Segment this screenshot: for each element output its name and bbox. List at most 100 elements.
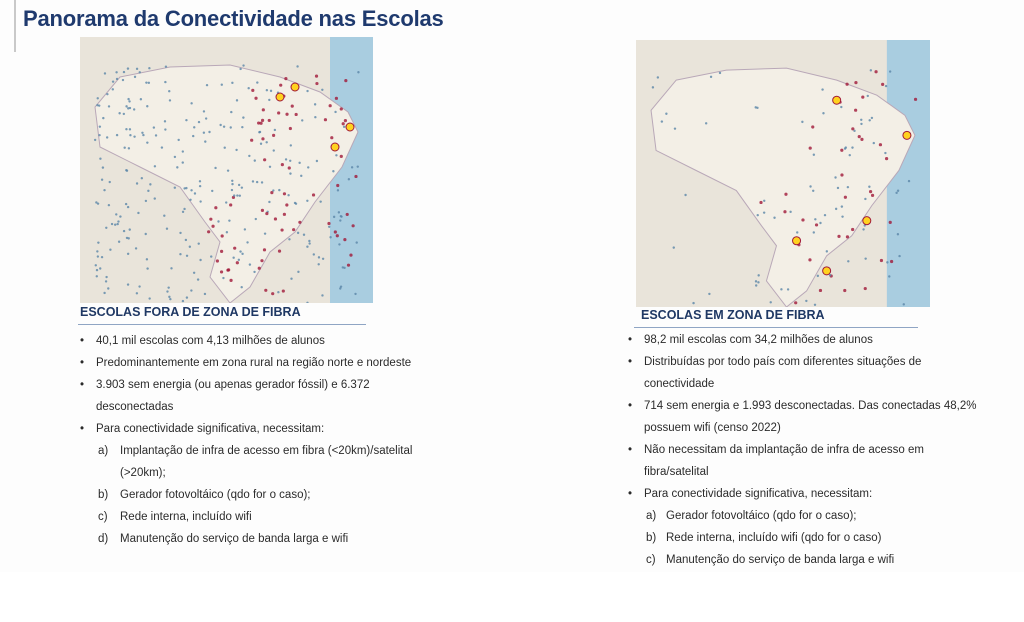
school-dot — [125, 236, 129, 240]
school-dot — [813, 303, 817, 306]
school-dot — [811, 125, 815, 129]
school-dot — [265, 89, 269, 92]
school-dot — [336, 183, 340, 188]
school-dot — [137, 211, 140, 215]
heading-in-fiber: ESCOLAS EM ZONA DE FIBRA — [641, 308, 825, 322]
school-dot — [94, 264, 97, 267]
school-dot — [247, 87, 250, 90]
school-dot — [272, 149, 275, 152]
school-dot — [208, 130, 211, 134]
school-dot — [145, 81, 148, 84]
school-dot — [202, 131, 206, 134]
school-dot — [860, 137, 864, 141]
school-dot — [864, 257, 867, 260]
school-dot — [754, 284, 758, 287]
school-dot — [338, 243, 341, 246]
density-peak — [290, 82, 300, 92]
list-item-cont: desconectadas — [96, 401, 174, 413]
school-dot — [314, 74, 319, 78]
school-dot — [288, 126, 292, 131]
school-dot — [796, 231, 799, 234]
school-dot — [285, 203, 289, 207]
school-dot — [255, 180, 259, 184]
school-dot — [126, 252, 130, 255]
school-dot — [95, 275, 98, 278]
school-dot — [819, 221, 822, 225]
school-dot — [188, 245, 192, 248]
school-dot — [135, 182, 139, 185]
school-dot — [135, 292, 139, 295]
school-dot — [665, 112, 668, 115]
school-dot — [259, 121, 263, 125]
school-dot — [769, 301, 772, 304]
school-dot — [881, 82, 885, 86]
school-dot — [840, 173, 844, 177]
school-dot — [101, 166, 105, 169]
density-peak — [862, 216, 872, 226]
school-dot — [185, 118, 188, 122]
school-dot — [183, 207, 186, 211]
school-dot — [872, 141, 875, 145]
school-dot — [339, 154, 343, 158]
school-dot — [122, 70, 126, 74]
school-dot — [104, 280, 108, 283]
school-dot — [229, 278, 233, 282]
school-dot — [123, 146, 126, 149]
school-dot — [271, 292, 275, 296]
school-dot — [306, 301, 309, 303]
school-dot — [836, 186, 840, 190]
school-dot — [354, 174, 358, 179]
school-dot — [808, 146, 812, 150]
school-dot — [250, 138, 254, 142]
school-dot — [879, 258, 884, 263]
school-dot — [263, 158, 267, 162]
school-dot — [293, 201, 297, 205]
school-dot — [844, 146, 848, 149]
school-dot — [153, 165, 157, 168]
school-dot — [222, 125, 226, 128]
school-dot — [96, 255, 100, 258]
school-dot — [812, 153, 816, 156]
school-dot — [199, 200, 202, 203]
school-dot — [651, 86, 655, 89]
school-dot — [129, 134, 132, 137]
school-dot — [851, 127, 855, 131]
school-dot — [133, 75, 137, 79]
school-dot — [184, 238, 188, 242]
school-dot — [95, 268, 99, 272]
school-dot — [355, 241, 358, 244]
school-dot — [323, 118, 328, 122]
school-dot — [287, 166, 291, 170]
school-dot — [754, 106, 757, 109]
school-dot — [672, 246, 675, 249]
school-dot — [241, 252, 244, 256]
school-dot — [886, 261, 889, 264]
school-dot — [773, 216, 776, 219]
school-dot — [840, 205, 844, 208]
list-item-cont: conectividade — [644, 378, 715, 390]
school-dot — [103, 188, 106, 192]
school-dot — [878, 143, 883, 147]
page-title: Panorama da Conectividade nas Escolas — [23, 6, 444, 31]
school-dot — [203, 292, 207, 296]
school-dot — [801, 120, 804, 124]
density-peak — [832, 95, 842, 105]
school-dot — [851, 146, 854, 149]
school-dot — [222, 276, 225, 280]
list-item: 98,2 mil escolas com 34,2 milhões de alu… — [626, 329, 1024, 351]
school-dot — [334, 96, 339, 100]
school-dot — [351, 224, 355, 228]
school-dot — [251, 88, 255, 93]
school-dot — [673, 127, 677, 130]
school-dot — [259, 142, 263, 145]
school-dot — [847, 260, 850, 263]
school-dot — [757, 281, 760, 284]
school-dot — [306, 89, 309, 93]
school-dot — [857, 134, 861, 139]
school-dot — [198, 180, 202, 183]
school-dot — [95, 201, 98, 204]
school-dot — [147, 81, 151, 85]
school-dot — [870, 193, 875, 197]
school-dot — [240, 285, 243, 289]
school-dot — [848, 153, 851, 157]
